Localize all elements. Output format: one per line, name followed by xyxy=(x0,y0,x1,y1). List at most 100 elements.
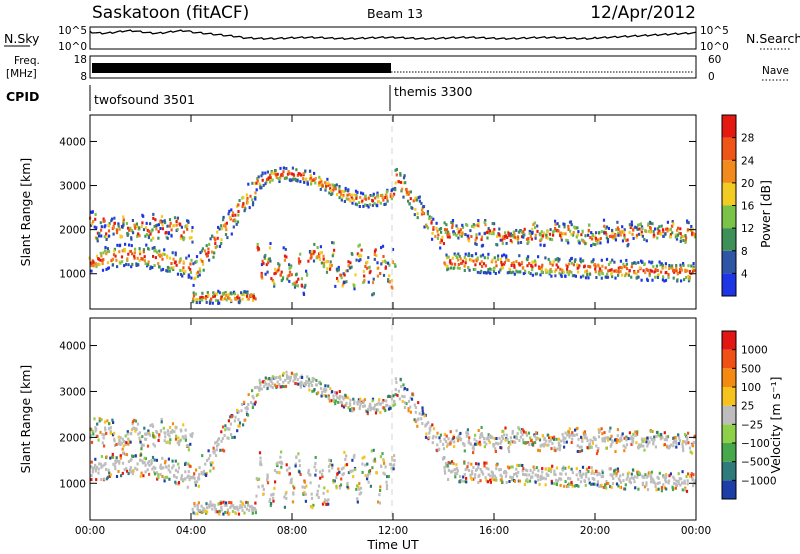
echo-cell xyxy=(270,277,273,281)
echo-cell xyxy=(260,271,263,275)
echo-cell xyxy=(292,379,295,383)
echo-cell xyxy=(502,429,505,433)
echo-cell xyxy=(425,432,428,436)
echo-cell xyxy=(576,233,579,237)
echo-cell xyxy=(323,500,326,504)
echo-cell xyxy=(617,477,621,481)
echo-cell xyxy=(145,243,148,247)
echo-cell xyxy=(288,279,291,283)
echo-cell xyxy=(394,168,397,172)
echo-cell xyxy=(246,200,249,204)
echo-cell xyxy=(557,441,560,445)
echo-cell xyxy=(163,479,166,483)
echo-cell xyxy=(541,477,544,481)
echo-cell xyxy=(214,441,217,445)
echo-cell xyxy=(565,238,568,242)
echo-cell xyxy=(563,484,566,488)
echo-cell xyxy=(157,473,160,477)
echo-cell xyxy=(444,440,448,443)
echo-cell xyxy=(283,495,286,499)
echo-cell xyxy=(288,270,292,274)
echo-cell xyxy=(261,484,264,488)
echo-cell xyxy=(142,228,146,232)
echo-cell xyxy=(264,272,267,276)
echo-cell xyxy=(269,259,272,263)
echo-cell xyxy=(157,439,160,442)
echo-cell xyxy=(364,474,367,478)
echo-cell xyxy=(152,442,155,446)
echo-cell xyxy=(675,445,678,449)
echo-cell xyxy=(290,371,293,375)
echo-cell xyxy=(543,442,546,446)
echo-cell xyxy=(153,470,156,474)
echo-cell xyxy=(566,239,569,243)
echo-cell xyxy=(107,250,111,253)
echo-cell xyxy=(645,239,648,243)
echo-cell xyxy=(105,432,108,435)
echo-cell xyxy=(315,392,318,396)
echo-cell xyxy=(199,269,202,273)
echo-cell xyxy=(322,261,326,265)
echo-cell xyxy=(214,510,217,514)
echo-cell xyxy=(358,253,361,257)
echo-cell xyxy=(470,258,473,262)
echo-cell xyxy=(684,488,687,492)
echo-cell xyxy=(138,431,141,435)
echo-cell xyxy=(243,209,246,213)
echo-cell xyxy=(244,418,247,422)
echo-cell xyxy=(658,434,661,438)
echo-cell xyxy=(338,196,341,200)
echo-cell xyxy=(558,257,561,261)
echo-cell xyxy=(575,235,578,239)
echo-cell xyxy=(632,439,635,443)
echo-cell xyxy=(426,210,429,214)
echo-cell xyxy=(490,470,493,474)
echo-cell xyxy=(125,262,128,266)
echo-cell xyxy=(620,434,623,438)
echo-cell xyxy=(546,474,549,477)
echo-cell xyxy=(252,293,255,297)
echo-cell xyxy=(517,470,520,474)
echo-cell xyxy=(507,259,510,262)
echo-cell xyxy=(579,257,582,261)
echo-cell xyxy=(649,436,652,440)
echo-cell xyxy=(226,511,229,514)
noise-panel-frame xyxy=(89,26,697,50)
echo-cell xyxy=(584,234,587,238)
echo-cell xyxy=(614,438,617,442)
echo-cell xyxy=(199,251,202,255)
echo-cell xyxy=(329,189,332,193)
echo-cell xyxy=(562,222,565,226)
echo-cell xyxy=(672,269,675,273)
echo-cell xyxy=(666,229,669,233)
echo-cell xyxy=(567,273,570,277)
echo-cell xyxy=(493,227,496,231)
echo-cell xyxy=(679,232,682,236)
echo-cell xyxy=(364,463,367,467)
echo-cell xyxy=(281,373,285,377)
echo-cell xyxy=(181,269,184,272)
echo-cell xyxy=(376,193,379,197)
echo-cell xyxy=(530,439,533,443)
echo-cell xyxy=(633,475,636,479)
echo-cell xyxy=(91,470,94,474)
echo-cell xyxy=(152,254,155,258)
echo-cell xyxy=(343,273,346,277)
echo-cell xyxy=(310,249,313,253)
echo-cell xyxy=(542,443,545,447)
echo-cell xyxy=(199,258,202,262)
echo-cell xyxy=(587,477,590,481)
echo-cell xyxy=(495,467,498,471)
echo-cell xyxy=(103,444,106,448)
echo-cell xyxy=(375,254,378,258)
echo-cell xyxy=(520,260,524,264)
echo-cell xyxy=(280,465,283,469)
echo-cell xyxy=(314,181,317,185)
echo-cell xyxy=(450,460,454,464)
echo-cell xyxy=(377,195,380,199)
echo-cell xyxy=(623,236,626,240)
station-title: Saskatoon (fitACF) xyxy=(92,3,249,23)
echo-cell xyxy=(562,465,565,469)
echo-cell xyxy=(261,380,264,384)
noise-panel: N.Sky 10^5 10^0 10^5 10^0 N.Search xyxy=(4,25,800,53)
